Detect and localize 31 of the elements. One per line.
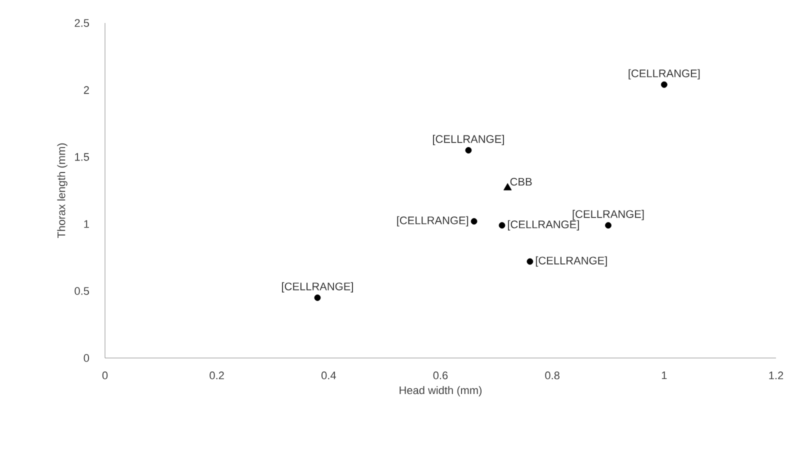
x-tick-label: 1 [662,372,667,380]
point [526,258,534,265]
annotation: [CELLRANGE] [282,282,353,292]
annotation: [CELLRANGE] [572,210,644,220]
x-axis-title: Head width (mm) [400,386,482,396]
point [314,294,321,301]
y-tick-label: 2.5 [74,19,90,27]
point [605,222,612,229]
annotation: [CELLRANGE] [508,220,579,230]
x-tick-label: 0.2 [210,372,224,380]
annotation: [CELLRANGE] [536,256,607,267]
y-tick-label: 1 [84,220,89,228]
y-axis-title: Thorax length (mm) [57,143,68,238]
annotation: [CELLRANGE] [433,134,504,146]
point [470,218,478,225]
x-tick-label: 0.6 [433,372,448,380]
y-tick-label: 0 [84,354,90,362]
x-tick-label: 0.8 [545,372,560,380]
point [660,81,668,88]
series-label: CBB [510,178,532,186]
y-tick-label: 0.5 [74,287,90,295]
x-tick-label: 1.2 [769,372,784,380]
point [504,183,512,190]
y-tick-label: 1.5 [75,153,90,161]
y-tick-label: 2 [84,86,89,94]
annotation: [CELLRANGE] [397,216,468,226]
x-tick-label: 0.4 [321,372,336,380]
point [498,222,506,229]
annotation: [CELLRANGE] [628,69,700,80]
x-tick-label: 0 [102,372,108,380]
point [465,147,472,154]
